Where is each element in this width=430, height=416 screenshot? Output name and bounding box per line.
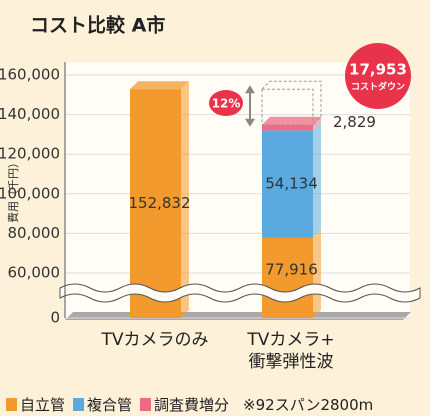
legend-label: 複合管 [87,396,133,414]
bar-side [181,81,189,318]
bar-side [313,229,321,318]
legend-swatch [73,398,85,411]
arrow-head [245,85,255,94]
cost-down-box [261,88,314,126]
data-label: 54,134 [265,174,318,192]
cost-down-value: 17,953 [349,61,407,79]
legend-item: 自立管 [6,394,65,415]
bar-segment [130,89,181,318]
y-tick-label: 120,000 [0,145,60,163]
arrow-head [245,118,255,127]
cost-down-text: コストダウン [351,81,405,93]
legend-item: 調査費増分 [140,394,229,415]
bar-segment [262,130,313,238]
data-label: 152,832 [128,194,190,212]
bar-segment [262,124,313,131]
note: ※92スパン2800m [243,396,374,414]
percent-label: 12% [212,97,241,111]
y-tick-label: 100,000 [0,184,60,202]
y-tick-label: 60,000 [8,264,61,282]
legend: 自立管 複合管 調査費増分 ※92スパン2800m [6,394,373,415]
y-tick-label: 0 [50,309,60,327]
bar-side [313,122,321,238]
legend-label: 調査費増分 [154,396,230,414]
percent-badge [209,90,243,116]
y-tick-label: 160,000 [0,66,60,84]
x-tick-label: TVカメラのみ [101,330,209,350]
data-label: 77,916 [265,260,318,278]
x-tick-label: TVカメラ+ 衝撃弾性波 [247,330,335,372]
y-tick-label: 140,000 [0,105,60,123]
bar-top [130,81,189,90]
cost-down-box-depth [261,80,322,126]
bar-top [262,116,321,125]
cost-down-badge [345,43,411,109]
bar-side [313,116,321,131]
y-axis-label: 費用（千円） [6,157,20,223]
legend-label: 自立管 [20,396,66,414]
y-tick-label: 80,000 [8,224,61,242]
legend-swatch [140,398,152,411]
floor [65,312,411,320]
bar-segment [262,237,313,318]
legend-item: 複合管 [73,394,132,415]
axis-break [59,283,421,303]
legend-swatch [6,398,17,411]
data-label: 2,829 [333,113,376,131]
chart-title: コスト比較 A市 [30,14,165,37]
